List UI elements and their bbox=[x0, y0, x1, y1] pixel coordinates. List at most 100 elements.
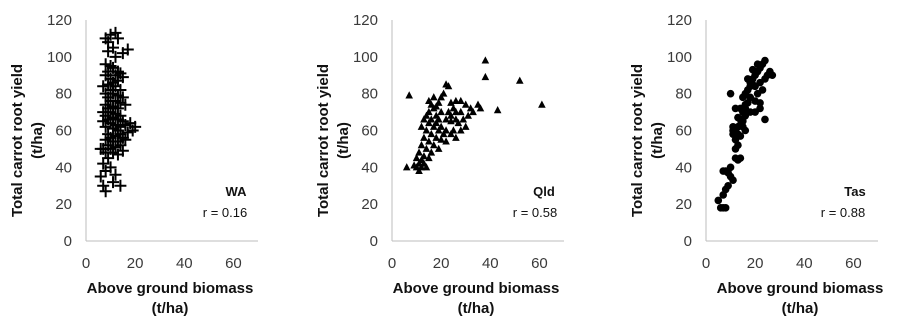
data-point bbox=[429, 104, 438, 112]
data-point bbox=[94, 142, 107, 155]
data-point bbox=[461, 100, 470, 108]
chart-panel-qld: 0 20 40 60 80 100 120 0 20 40 60 Above ground bioma… bbox=[315, 12, 564, 317]
data-point bbox=[449, 126, 458, 134]
y-tick-label: 60 bbox=[675, 123, 692, 140]
y-tick-label: 0 bbox=[370, 233, 378, 250]
data-point bbox=[444, 82, 453, 90]
data-point bbox=[415, 166, 423, 175]
data-point bbox=[731, 104, 740, 113]
data-point bbox=[111, 32, 124, 45]
y-tick-label: 0 bbox=[684, 233, 692, 250]
data-point bbox=[469, 107, 477, 116]
data-point bbox=[94, 170, 107, 183]
data-point bbox=[481, 56, 490, 64]
y-tick-label: 20 bbox=[55, 196, 72, 213]
region-label: WA bbox=[226, 184, 248, 199]
y-tick-label: 80 bbox=[361, 86, 378, 103]
data-point bbox=[439, 129, 448, 138]
x-axis-label: Above ground biomass bbox=[87, 280, 254, 297]
data-point bbox=[427, 100, 436, 108]
data-point bbox=[761, 56, 769, 65]
correlation-label: r = 0.16 bbox=[203, 205, 247, 220]
data-point bbox=[457, 107, 465, 116]
data-point bbox=[447, 129, 455, 138]
data-point bbox=[437, 93, 445, 101]
data-point bbox=[410, 161, 418, 169]
data-point bbox=[420, 133, 428, 141]
data-point bbox=[405, 91, 413, 99]
data-point bbox=[452, 107, 460, 116]
data-point bbox=[97, 80, 110, 93]
y-axis-label: Total carrot root yield bbox=[9, 64, 26, 217]
data-point bbox=[746, 108, 755, 116]
data-point bbox=[417, 141, 426, 149]
data-point bbox=[743, 75, 752, 83]
data-point bbox=[461, 122, 470, 130]
data-point bbox=[434, 115, 443, 123]
data-point bbox=[102, 45, 115, 58]
data-point bbox=[432, 133, 441, 141]
x-tick-label: 60 bbox=[531, 255, 548, 272]
data-point bbox=[111, 148, 124, 161]
data-point bbox=[427, 129, 436, 138]
data-points bbox=[94, 26, 142, 198]
data-point bbox=[109, 168, 122, 181]
data-point bbox=[429, 93, 438, 101]
y-axis-label-unit: (t/ha) bbox=[29, 122, 46, 159]
data-point bbox=[99, 120, 112, 133]
data-point bbox=[442, 115, 450, 123]
data-point bbox=[119, 98, 132, 111]
data-point bbox=[729, 176, 737, 185]
chart-panel-wa: 0 20 40 60 80 100 120 0 20 40 60 Above ground bioma… bbox=[9, 12, 258, 317]
data-point bbox=[452, 115, 460, 123]
y-tick-label: 20 bbox=[361, 196, 378, 213]
data-point bbox=[447, 98, 455, 106]
x-tick-label: 40 bbox=[796, 255, 813, 272]
data-point bbox=[538, 100, 546, 108]
data-point bbox=[429, 141, 438, 149]
data-point bbox=[422, 163, 431, 171]
data-point bbox=[121, 43, 134, 56]
y-tick-label: 0 bbox=[64, 233, 72, 250]
y-tick-label: 120 bbox=[667, 12, 692, 29]
data-point bbox=[114, 179, 127, 192]
y-axis-label-unit: (t/ha) bbox=[335, 122, 352, 159]
data-point bbox=[442, 137, 450, 145]
y-tick-label: 20 bbox=[675, 196, 692, 213]
data-point bbox=[99, 185, 112, 198]
y-tick-label: 80 bbox=[55, 86, 72, 103]
data-point bbox=[425, 96, 433, 105]
data-point bbox=[714, 196, 723, 205]
data-point bbox=[417, 122, 426, 130]
data-point bbox=[756, 99, 764, 107]
data-point bbox=[493, 106, 502, 114]
y-tick-label: 100 bbox=[353, 49, 378, 66]
data-point bbox=[427, 148, 436, 156]
data-point bbox=[734, 130, 742, 138]
data-point bbox=[434, 126, 443, 134]
y-tick-label: 60 bbox=[361, 123, 378, 140]
data-point bbox=[736, 115, 745, 124]
x-tick-label: 60 bbox=[225, 255, 242, 272]
correlation-label: r = 0.88 bbox=[821, 205, 865, 220]
data-point bbox=[116, 71, 129, 84]
data-point bbox=[476, 104, 485, 112]
data-point bbox=[457, 96, 465, 105]
x-tick-label: 0 bbox=[82, 255, 90, 272]
data-point bbox=[729, 123, 737, 131]
data-point bbox=[481, 72, 490, 81]
data-point bbox=[452, 96, 460, 105]
data-point bbox=[736, 154, 745, 162]
data-point bbox=[415, 148, 423, 156]
x-axis-label-unit: (t/ha) bbox=[458, 300, 495, 317]
data-point bbox=[402, 163, 411, 171]
data-point bbox=[412, 153, 421, 162]
x-tick-label: 60 bbox=[845, 255, 862, 272]
y-tick-label: 40 bbox=[361, 159, 378, 176]
data-point bbox=[437, 107, 445, 116]
data-point bbox=[422, 126, 431, 134]
data-point bbox=[724, 181, 732, 190]
data-point bbox=[422, 144, 431, 152]
data-point bbox=[425, 118, 433, 127]
data-point bbox=[97, 157, 110, 170]
